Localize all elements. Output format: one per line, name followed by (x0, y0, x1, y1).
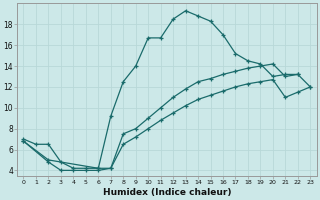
X-axis label: Humidex (Indice chaleur): Humidex (Indice chaleur) (103, 188, 231, 197)
